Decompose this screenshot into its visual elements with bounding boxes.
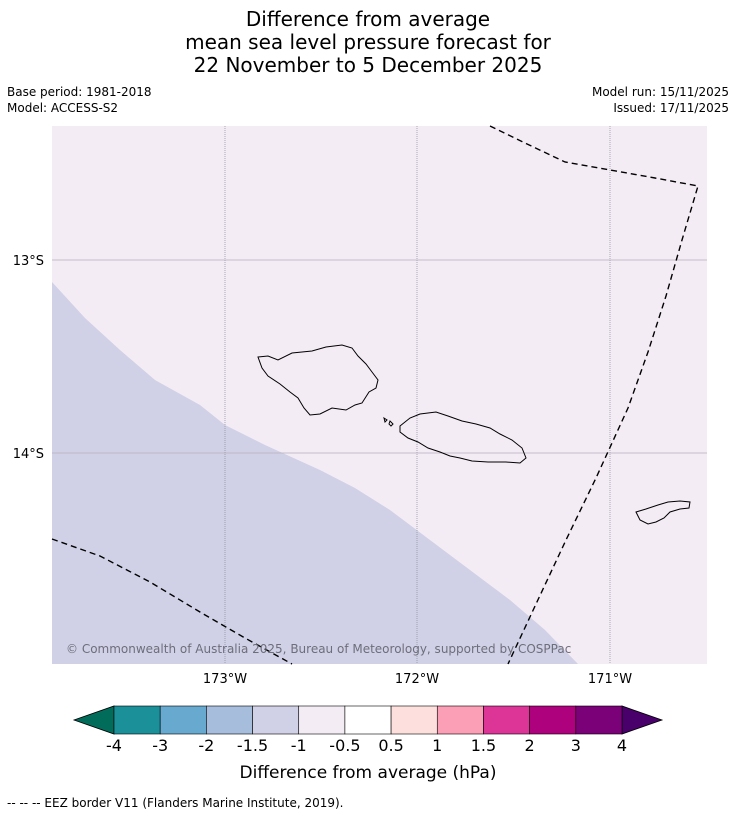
colorbar-segment: [483, 705, 530, 735]
model-text: Model: ACCESS-S2: [7, 101, 119, 115]
base-period-text: Base period: 1981-2018: [7, 85, 152, 99]
colorbar-segment: [298, 705, 346, 735]
manono-island: [383, 416, 388, 423]
upolu-island: [399, 411, 527, 464]
tutuila-island: [635, 500, 691, 525]
colorbar-tick-label: -4: [106, 736, 122, 755]
lon-label-171w: 171°W: [588, 672, 632, 687]
lat-gridlines: [52, 259, 707, 454]
meta-left: Base period: 1981-2018 Model: ACCESS-S2: [7, 84, 152, 116]
colorbar-tick-label: 1: [432, 736, 442, 755]
colorbar-segment: [206, 705, 253, 735]
negative-anomaly-region: [52, 282, 578, 664]
colorbar-tick-label: -0.5: [329, 736, 360, 755]
colorbar-under-arrow: [72, 705, 115, 735]
colorbar-tick-label: -2: [198, 736, 214, 755]
colorbar-segment: [344, 705, 392, 735]
lat-label-13s: 13°S: [13, 254, 44, 269]
colorbar-segment: [529, 705, 577, 735]
colorbar-segment: [159, 705, 207, 735]
colorbar-tick-label: -1: [291, 736, 307, 755]
lat-label-14s: 14°S: [13, 447, 44, 462]
eez-border-south: [51, 538, 293, 665]
colorbar-segment: [436, 705, 484, 735]
lon-label-172w: 172°W: [395, 672, 439, 687]
colorbar-tick-label: 1.5: [471, 736, 496, 755]
colorbar-segment: [113, 705, 161, 735]
chart-title: Difference from average mean sea level p…: [0, 8, 736, 77]
colorbar-tick-label: -1.5: [237, 736, 268, 755]
colorbar-ticks: -4 -3 -2 -1.5 -1 -0.5 0.5 1 1.5 2 3 4: [106, 736, 627, 755]
colorbar-segment: [252, 705, 300, 735]
eez-borders: [51, 125, 699, 665]
colorbar-tick-label: 2: [525, 736, 535, 755]
colorbar-over-arrow: [621, 705, 664, 735]
meta-right: Model run: 15/11/2025 Issued: 17/11/2025: [592, 84, 729, 116]
colorbar-label: Difference from average (hPa): [240, 763, 497, 783]
colorbar-tick-label: 4: [617, 736, 627, 755]
colorbar-tick-label: 0.5: [378, 736, 403, 755]
eez-legend-text: -- -- -- EEZ border V11 (Flanders Marine…: [7, 796, 344, 810]
lon-label-173w: 173°W: [203, 672, 247, 687]
apolima-island: [388, 420, 394, 427]
coastlines: [257, 344, 691, 525]
title-line-1: Difference from average: [245, 7, 491, 31]
eez-border-north: [489, 125, 699, 665]
copyright-text: © Commonwealth of Australia 2025, Bureau…: [66, 642, 571, 656]
title-line-2: mean sea level pressure forecast for: [185, 30, 551, 54]
colorbar-segment: [390, 705, 438, 735]
colorbar-tick-label: -3: [152, 736, 168, 755]
gridlines: [224, 126, 611, 664]
savaii-island: [257, 344, 379, 416]
colorbar-segments: [113, 705, 623, 735]
map-panel: © Commonwealth of Australia 2025, Bureau…: [51, 125, 707, 665]
colorbar: -4 -3 -2 -1.5 -1 -0.5 0.5 1 1.5 2 3 4 Difference fr…: [72, 705, 664, 783]
issued-text: Issued: 17/11/2025: [613, 101, 729, 115]
colorbar-segment: [575, 705, 623, 735]
colorbar-tick-label: 3: [571, 736, 581, 755]
title-line-3: 22 November to 5 December 2025: [193, 53, 543, 77]
model-run-text: Model run: 15/11/2025: [591, 85, 729, 99]
